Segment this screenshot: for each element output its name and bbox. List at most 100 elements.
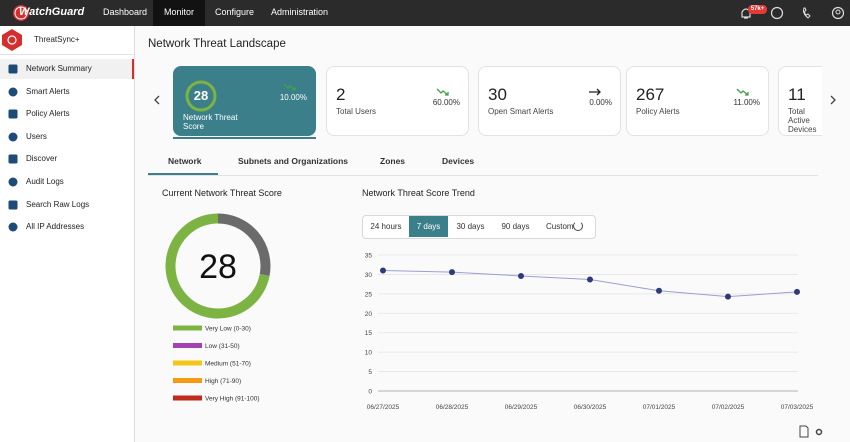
nav-item[interactable]: Administration [271,7,329,17]
sidebar-label: Users [26,131,47,141]
legend-label: Very Low (0-30) [205,326,251,333]
tab-underline [148,173,218,175]
trend-icon [436,88,449,96]
card-change: 60.00% [432,98,460,107]
legend-swatch [173,343,202,348]
x-tick-label: 06/29/2025 [505,404,538,411]
icon-shape [8,222,18,232]
chart-title: Network Threat Score Trend [362,188,475,198]
icon-shape [8,87,18,97]
card-underline [173,137,316,139]
carousel-next[interactable] [828,94,838,106]
sidebar-icon [8,109,18,119]
metric-card[interactable]: 30 Open Smart Alerts 0.00% [478,66,621,136]
sidebar-item[interactable]: Users [0,127,134,147]
data-point [656,287,662,294]
tab[interactable]: Devices [442,156,475,166]
metric-card[interactable]: 28 Network Threat Score 10.00% [173,66,316,136]
gauge-label: 28 [199,248,237,286]
legend-label: Very High (91-100) [205,396,260,403]
card-value: 267 [636,85,665,104]
time-range-group [362,215,596,239]
data-point [518,272,524,279]
time-range-button[interactable]: 30 days [448,216,493,237]
trend-arrow [283,83,296,91]
trend-arrow [589,88,601,96]
data-point [725,293,731,300]
tab[interactable]: Network [168,156,202,166]
nav-item[interactable]: Configure [215,7,255,17]
card-change: 0.00% [589,98,612,107]
button-label: 90 days [501,222,530,231]
metric-card[interactable]: 267 Policy Alerts 11.00% [626,66,769,136]
sidebar-item[interactable]: Search Raw Logs [0,195,134,215]
logo-icon [13,5,29,21]
button-label: 30 days [456,222,485,231]
product-icon [2,29,22,51]
y-tick-label: 25 [365,291,373,298]
legend-swatch [173,360,202,366]
carousel-prev[interactable] [152,94,162,106]
legend-label: Medium (51-70) [205,361,251,368]
time-range-button[interactable]: 7 days [409,216,448,237]
data-point [449,269,455,276]
data-point [794,288,800,295]
card-value: 28 [193,88,209,103]
sidebar-icon [8,64,18,74]
nav-item[interactable]: Dashboard [103,7,148,17]
legend-label: High (71-90) [205,378,241,385]
y-tick-label: 30 [365,272,373,279]
legend-swatch [173,325,202,331]
time-range-button[interactable]: 24 hours [363,216,409,237]
sidebar-icon [8,154,18,164]
sidebar-item[interactable]: All IP Addresses [0,217,134,237]
x-tick-label: 06/30/2025 [574,404,607,411]
time-range-button[interactable]: 90 days [493,216,538,237]
button-label: 24 hours [370,222,402,231]
metric-card[interactable]: 2 Total Users 60.00% [326,66,469,136]
card-label: Network Threat Score [183,113,238,131]
button-label: Custom [546,222,574,231]
sidebar-item[interactable]: Discover [0,149,134,169]
trend-arrow [736,88,749,96]
footer-icons [799,425,823,438]
y-tick-label: 5 [368,369,372,376]
card-change: 10.00% [279,93,307,102]
x-tick-label: 07/02/2025 [712,404,745,411]
sidebar-item[interactable]: Network Summary [0,59,134,79]
notification-badge: 57k+ [750,6,765,12]
gauge-track [165,213,270,319]
card-label: Open Smart Alerts [488,107,554,116]
tab-divider [148,175,818,176]
metric-card[interactable]: 11 Total Active Devices [778,66,822,136]
sidebar-icon [8,87,18,97]
sidebar-item[interactable]: Audit Logs [0,172,134,192]
sidebar-label: Smart Alerts [26,86,70,96]
icon-shape [8,200,18,210]
icon-shape [8,154,18,164]
trend-icon [736,88,749,96]
sidebar-label: Policy Alerts [26,109,70,119]
data-point [587,276,593,283]
sidebar-item[interactable]: Policy Alerts [0,104,134,124]
card-value: 30 [488,85,507,104]
sidebar-icon [8,177,18,187]
divider [0,54,134,55]
legend-label: Low (31-50) [205,343,240,350]
card-label: Total Active Devices [788,107,817,134]
sidebar-item[interactable]: Smart Alerts [0,82,134,102]
card-value: 2 [336,85,346,104]
card-strip: 28 Network Threat Score 10.00% 2 Total Users… [173,66,822,138]
sidebar-icon [8,132,18,142]
page-title: Network Threat Landscape [148,38,286,50]
button-label: 7 days [416,222,441,231]
tab[interactable]: Zones [380,156,406,166]
tab[interactable]: Subnets and Organizations [238,156,349,166]
trend-arrow [436,88,449,96]
time-range-button[interactable]: Custom [538,216,594,237]
score-ring [185,80,217,112]
x-tick-label: 06/28/2025 [436,404,469,411]
nav-item[interactable]: Monitor [153,0,206,26]
